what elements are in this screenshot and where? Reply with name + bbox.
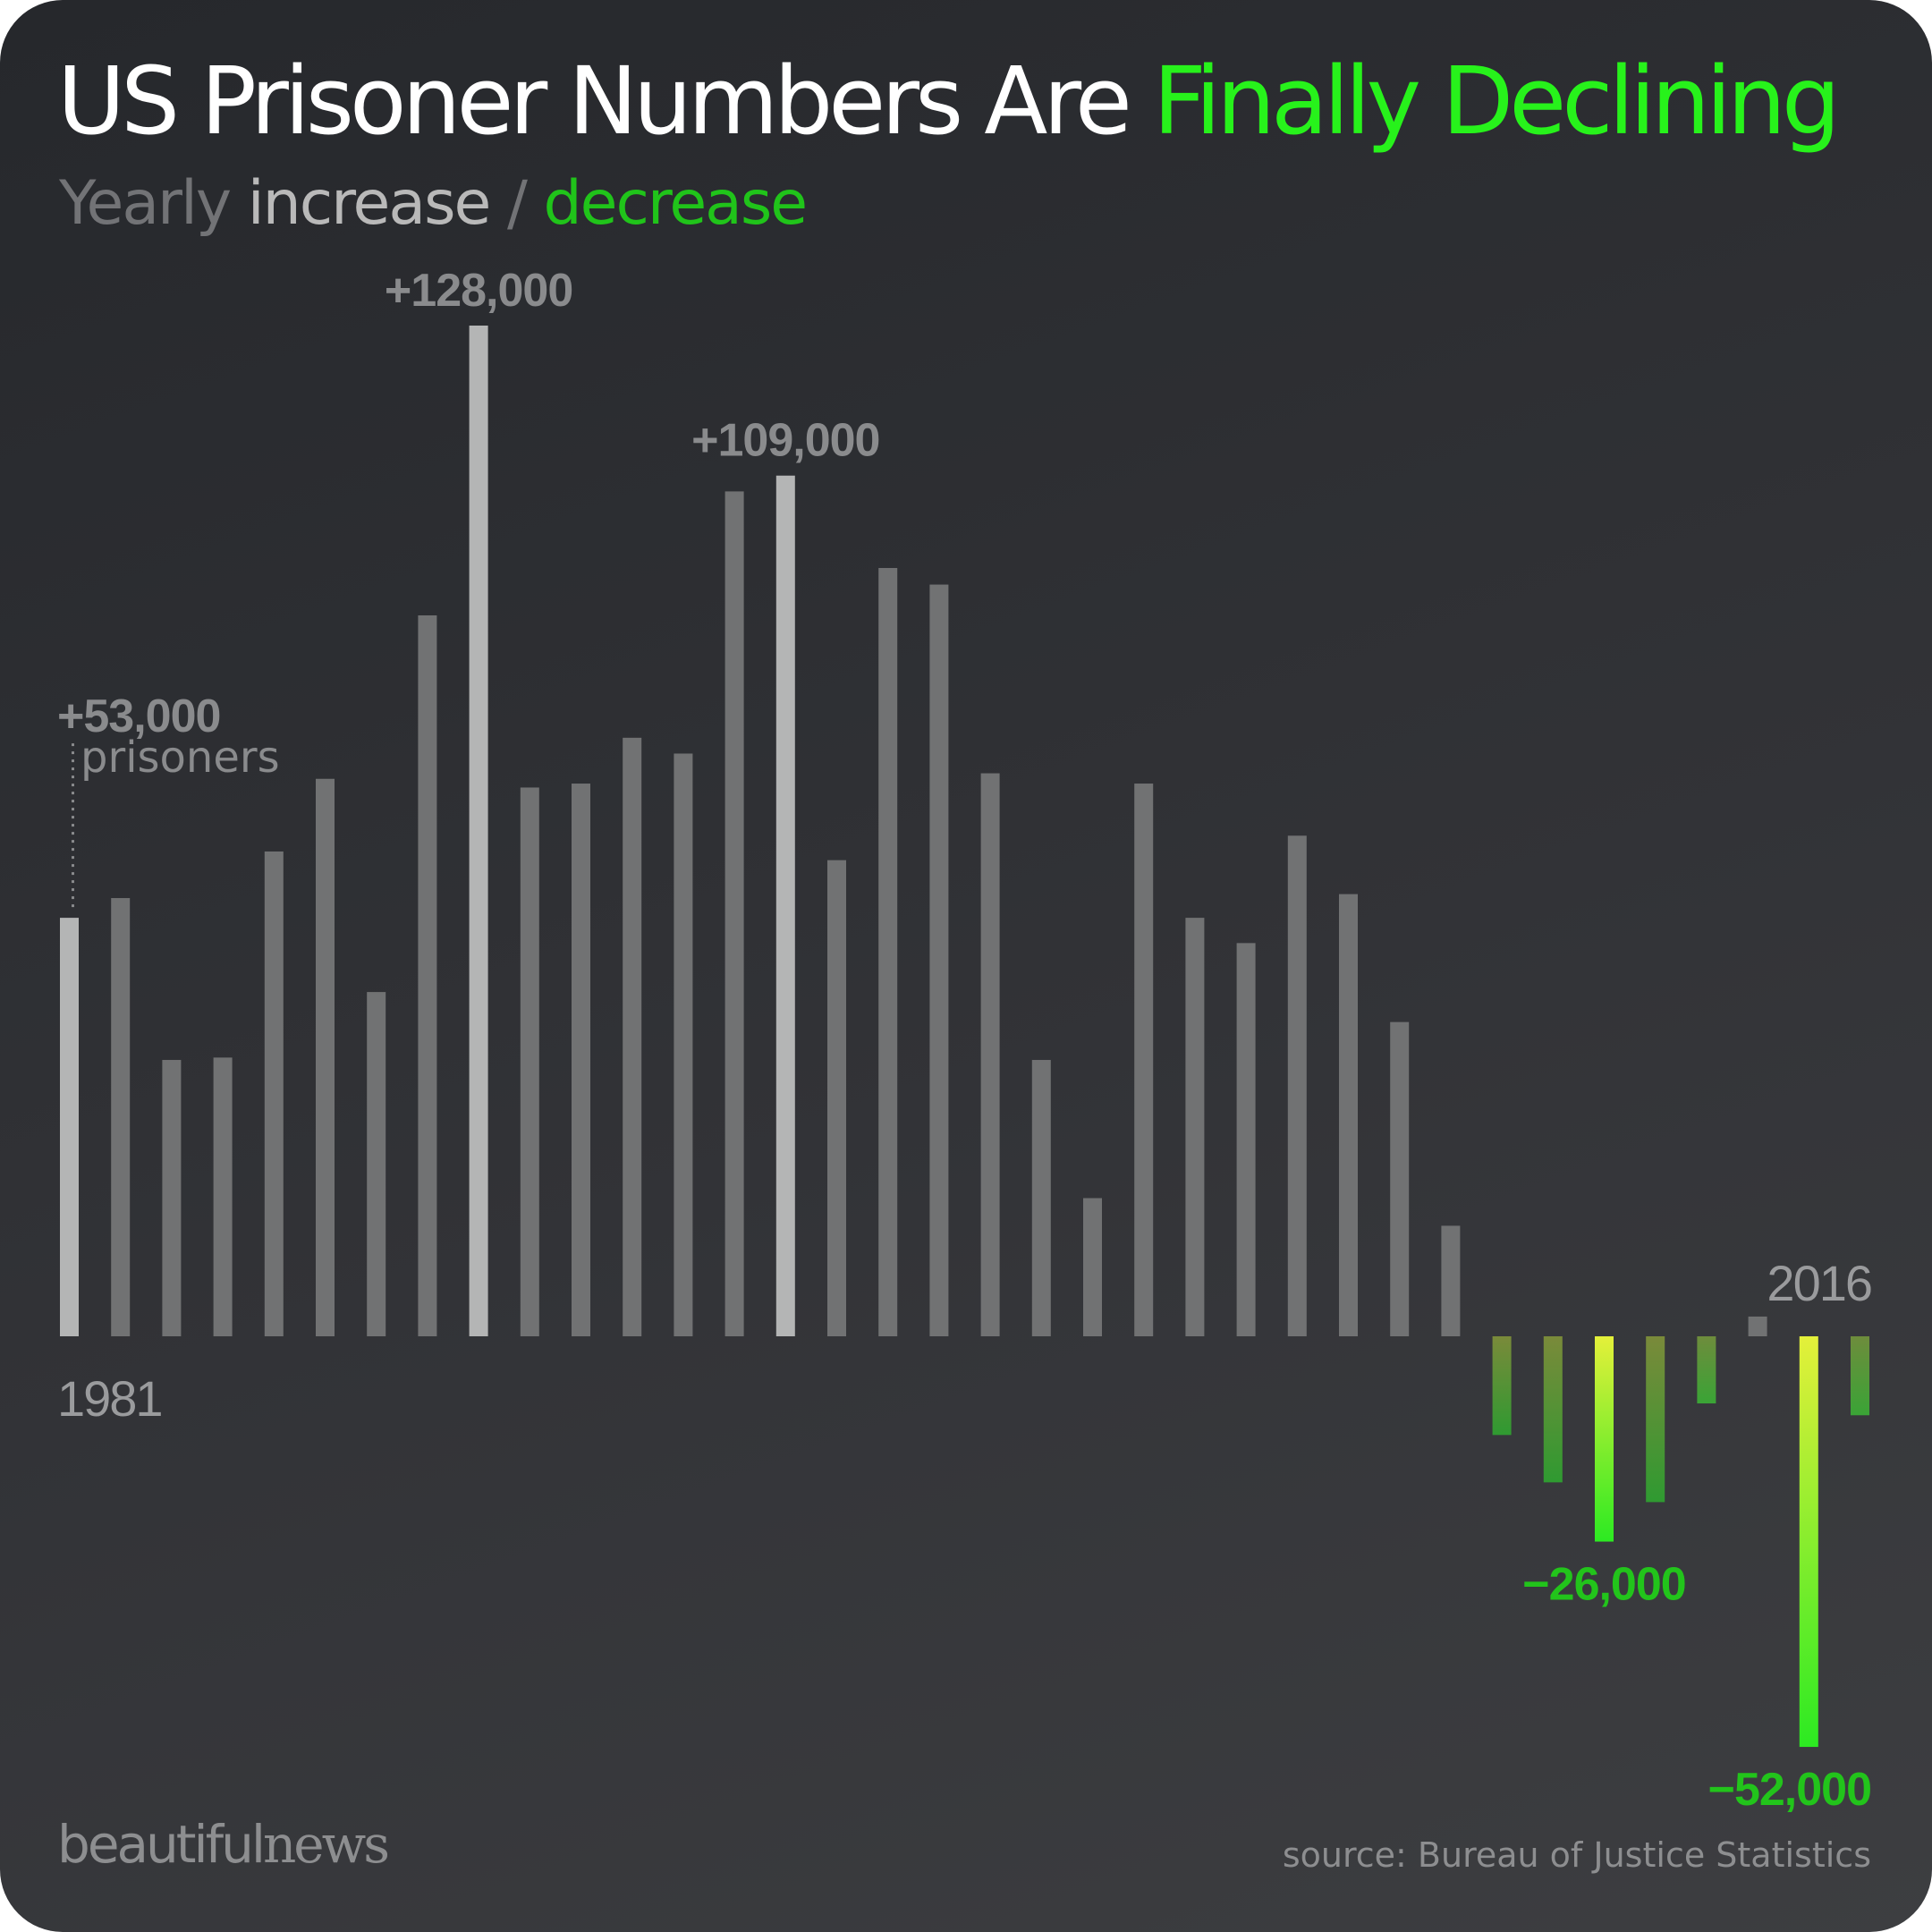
bar-2015 (1799, 1336, 1818, 1748)
annotation-2011: −26,000 (1522, 1559, 1685, 1611)
bar-2007 (1390, 1021, 1410, 1336)
bar-1983 (162, 1060, 182, 1336)
brand-logo-beautiful: beautiful (57, 1814, 266, 1875)
bar-2013 (1697, 1336, 1716, 1404)
bar-2009 (1492, 1336, 1512, 1436)
bar-1992 (623, 737, 642, 1336)
bar-1981 (60, 918, 79, 1336)
chart-title: US Prisoner Numbers Are Finally Declinin… (57, 47, 1841, 156)
annotation-1989: +128,000 (385, 265, 572, 317)
bar-2006 (1339, 894, 1358, 1336)
annotation-1981: +53,000 (57, 691, 220, 742)
title-highlight: Finally Declining (1152, 47, 1841, 156)
bar-2000 (1031, 1060, 1051, 1336)
x-axis-label-end: 2016 (1767, 1255, 1871, 1311)
bar-2016 (1851, 1336, 1869, 1416)
bar-1997 (878, 568, 898, 1336)
title-main: US Prisoner Numbers Are (57, 47, 1153, 156)
bar-1998 (929, 584, 949, 1336)
x-axis-label-start: 1981 (57, 1370, 162, 1427)
bar-2008 (1441, 1225, 1461, 1336)
bar-2010 (1543, 1336, 1563, 1483)
bar-1993 (674, 753, 693, 1336)
bar-2011 (1595, 1336, 1614, 1542)
subtitle-increase: increase (247, 168, 492, 239)
subtitle-decrease: decrease (543, 168, 808, 239)
bar-1990 (520, 787, 539, 1336)
brand-logo: beautifulnews (57, 1814, 390, 1875)
bar-1991 (572, 784, 590, 1336)
bar-2005 (1287, 835, 1307, 1336)
bar-1984 (213, 1057, 233, 1336)
annotation-2015: −52,000 (1708, 1764, 1871, 1816)
bar-1988 (418, 614, 437, 1336)
bar-1996 (827, 860, 846, 1336)
bar-1987 (367, 992, 386, 1336)
bar-2003 (1185, 918, 1205, 1336)
source-note: source: Bureau of Justice Statistics (1282, 1835, 1871, 1875)
annotation-1995: +109,000 (691, 415, 879, 467)
bar-2001 (1083, 1198, 1102, 1336)
bar-1994 (724, 491, 744, 1336)
bar-1989 (469, 326, 488, 1336)
chart-subtitle: Yearly increase / decrease (59, 168, 808, 239)
bar-1995 (775, 475, 795, 1336)
bar-2002 (1134, 784, 1154, 1336)
bar-2012 (1646, 1336, 1665, 1503)
bar-1986 (316, 778, 335, 1336)
bar-2004 (1236, 943, 1256, 1336)
bar-1985 (264, 851, 284, 1336)
subtitle-yearly: Yearly (59, 168, 248, 239)
bar-2014 (1748, 1316, 1767, 1336)
brand-logo-news: news (262, 1814, 390, 1875)
annotation-1981-unit: prisoners (80, 733, 280, 783)
subtitle-separator: / (489, 168, 544, 239)
bar-1999 (980, 773, 1000, 1336)
bar-1982 (111, 898, 131, 1336)
